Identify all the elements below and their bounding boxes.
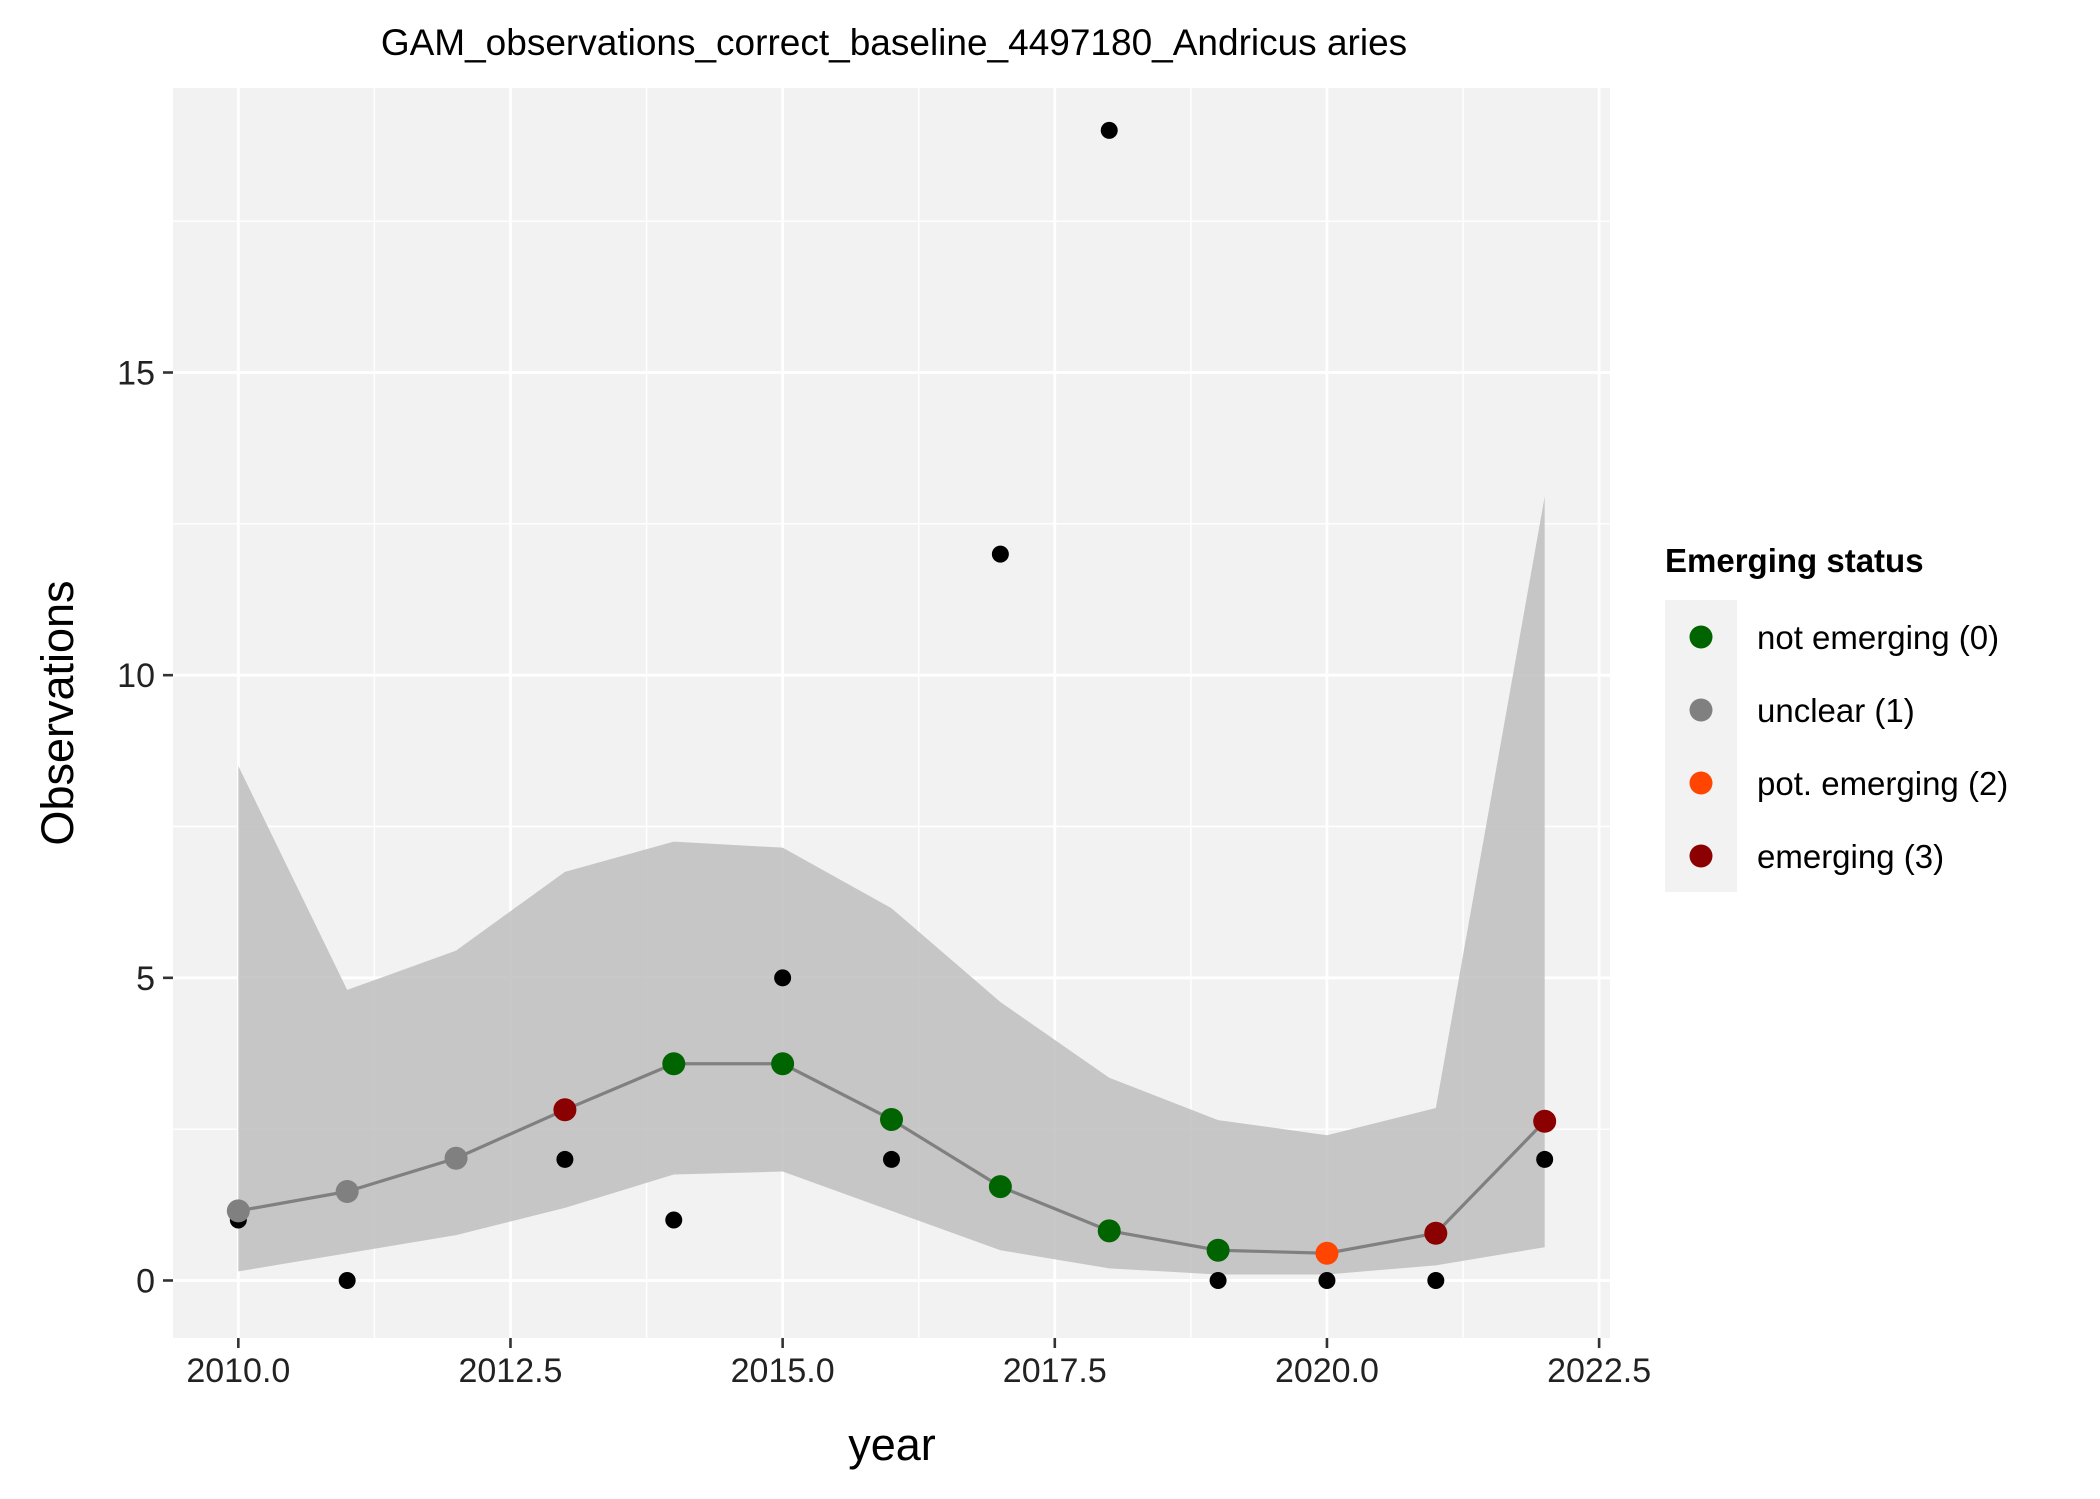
y-tick-label: 0 [136,1262,155,1300]
x-axis-title: year [848,1419,936,1470]
y-axis: 0 5 10 15 [117,355,173,1300]
x-tick-label: 2017.5 [1003,1352,1107,1390]
x-tick-label: 2012.5 [458,1352,562,1390]
fitted-point [771,1052,795,1076]
observed-point [774,969,792,987]
fitted-point [1206,1238,1230,1262]
x-axis: 2010.0 2012.5 2015.0 2017.5 2020.0 2022.5 [186,1338,1651,1390]
fitted-point [444,1146,468,1170]
observed-point [991,545,1009,563]
confidence-band [238,496,1545,1275]
x-tick-label: 2022.5 [1547,1352,1651,1390]
observed-point [1318,1271,1336,1289]
legend-label: unclear (1) [1757,692,1915,729]
y-tick-label: 5 [136,960,155,998]
fitted-point [335,1180,359,1204]
observed-point [1100,121,1118,139]
legend-key [1689,698,1713,722]
fitted-points-layer [226,1052,1557,1265]
legend: Emerging status not emerging (0) unclear … [1665,542,2008,892]
x-tick-label: 2015.0 [731,1352,835,1390]
fitted-point [880,1107,903,1131]
observed-points-layer [229,121,1554,1289]
legend-key [1689,771,1713,795]
observed-point [1536,1150,1554,1168]
y-tick-label: 15 [117,355,155,393]
fitted-point [1533,1109,1557,1133]
observed-point [1209,1271,1227,1289]
y-axis-title: Observations [32,580,83,845]
confidence-band-layer [238,496,1545,1275]
legend-label: pot. emerging (2) [1757,765,2008,802]
observed-point [883,1150,900,1168]
x-tick-label: 2020.0 [1275,1352,1379,1390]
x-tick-label: 2010.0 [186,1352,290,1390]
fitted-point [1097,1219,1121,1243]
legend-title: Emerging status [1665,542,1924,579]
fitted-point [226,1199,250,1223]
chart-title: GAM_observations_correct_baseline_449718… [381,22,1407,63]
fitted-point [988,1175,1012,1199]
fitted-point [553,1098,577,1122]
observed-point [665,1211,683,1229]
observed-point [338,1271,356,1289]
fitted-point [1315,1241,1339,1265]
observed-point [1427,1271,1445,1289]
y-tick-label: 10 [117,657,155,695]
observed-point [556,1150,574,1168]
fitted-point [1424,1221,1448,1245]
fitted-point [662,1052,686,1076]
legend-label: not emerging (0) [1757,619,1999,656]
legend-items: not emerging (0) unclear (1) pot. emerging… [1689,619,2008,875]
legend-key [1689,625,1713,649]
legend-key-background [1665,600,1737,892]
legend-label: emerging (3) [1757,838,1944,875]
legend-key [1689,844,1713,868]
